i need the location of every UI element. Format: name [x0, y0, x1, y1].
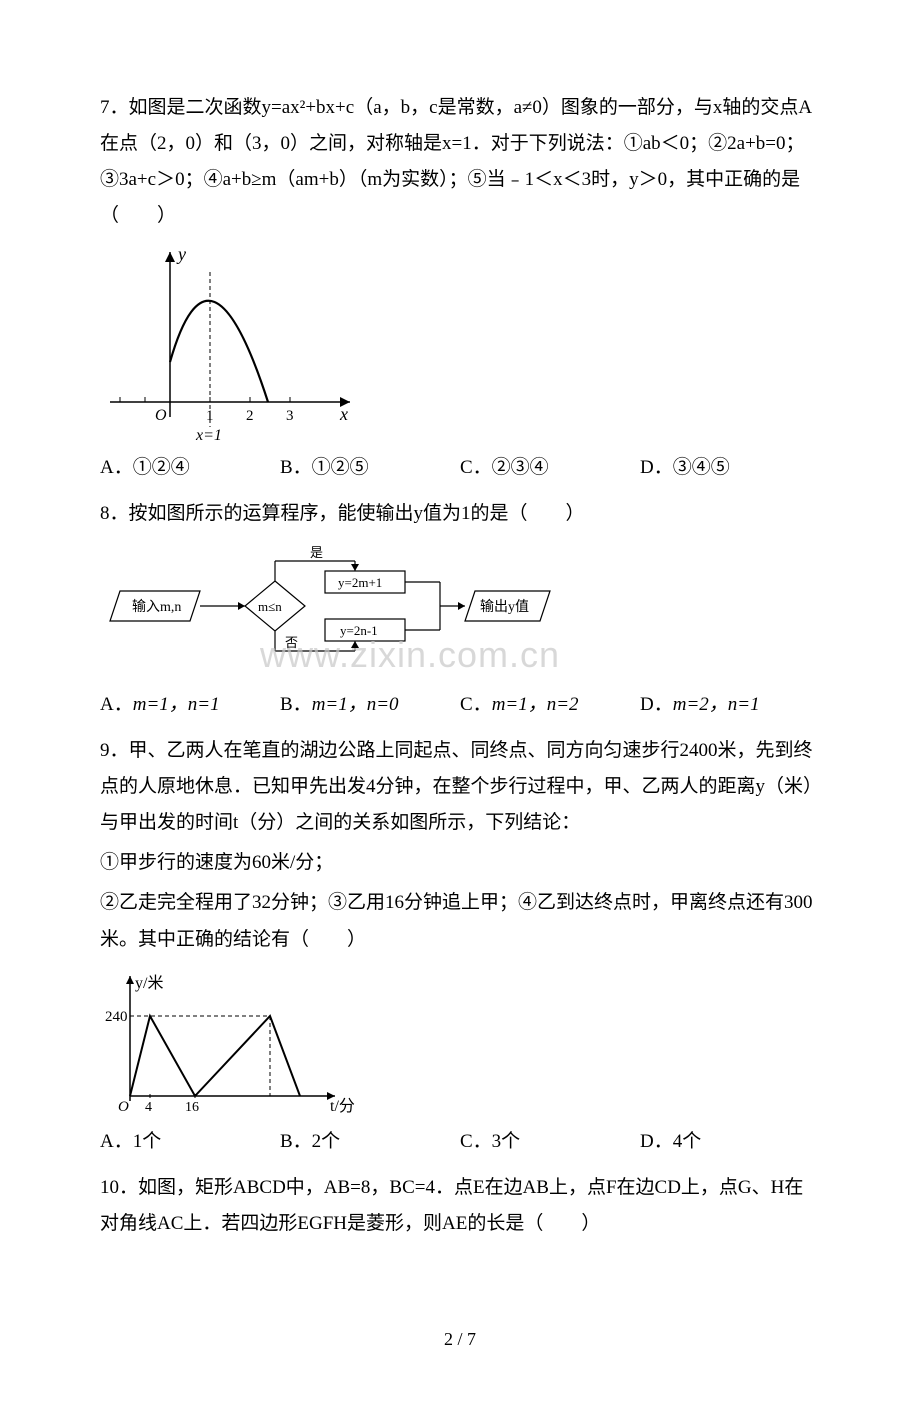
q9-x-label: t/分 [330, 1097, 355, 1115]
q8-text: 8．按如图所示的运算程序，能使输出y值为1的是（ ） [100, 496, 820, 532]
q9-ytick-240: 240 [105, 1009, 128, 1025]
q9-text2: ①甲步行的速度为60米/分； [100, 845, 820, 881]
q7-opt-c: C．②③④ [460, 450, 640, 486]
flow-yes-label: 是 [310, 545, 323, 560]
q9-opt-c: C．3个 [460, 1124, 640, 1160]
q7-figure: y x O 1 2 3 x=1 [100, 242, 820, 442]
q9-xtick-16: 16 [185, 1100, 199, 1115]
q7-opt-b: B．①②⑤ [280, 450, 460, 486]
q9-opt-a: A．1个 [100, 1124, 280, 1160]
q7-tick-2: 2 [246, 408, 254, 424]
q8-opt-b: B．m=1，n=0 [280, 687, 460, 723]
q8-figure: 输入m,n m≤n 是 y=2m+1 否 y=2n-1 输出y值 [100, 541, 820, 661]
q7-origin: O [155, 407, 167, 424]
q8-options: A．m=1，n=1 B．m=1，n=0 C．m=1，n=2 D．m=2，n=1 [100, 687, 820, 723]
q9-text1: 9．甲、乙两人在笔直的湖边公路上同起点、同终点、同方向匀速步行2400米，先到终… [100, 733, 820, 841]
flow-branch-top: y=2m+1 [338, 575, 382, 590]
q7-x1-label: x=1 [195, 427, 222, 442]
q7-opt-a: A．①②④ [100, 450, 280, 486]
q8-opt-a: A．m=1，n=1 [100, 687, 280, 723]
page-number: 2 / 7 [100, 1322, 820, 1356]
flow-output-label: 输出y值 [480, 599, 529, 615]
q7-y-label: y [176, 244, 186, 264]
flow-no-label: 否 [285, 635, 298, 650]
q9-options: A．1个 B．2个 C．3个 D．4个 [100, 1124, 820, 1160]
q7-opt-d: D．③④⑤ [640, 450, 820, 486]
flow-cond-label: m≤n [258, 599, 282, 614]
q9-opt-d: D．4个 [640, 1124, 820, 1160]
q10-text: 10．如图，矩形ABCD中，AB=8，BC=4．点E在边AB上，点F在边CD上，… [100, 1170, 820, 1242]
q9-opt-b: B．2个 [280, 1124, 460, 1160]
q9-text3: ②乙走完全程用了32分钟；③乙用16分钟追上甲；④乙到达终点时，甲离终点还有30… [100, 885, 820, 957]
q9-xtick-4: 4 [145, 1100, 152, 1115]
q9-y-label: y/米 [135, 974, 163, 992]
q7-tick-3: 3 [286, 408, 294, 424]
q9-origin: O [118, 1099, 129, 1115]
q7-options: A．①②④ B．①②⑤ C．②③④ D．③④⑤ [100, 450, 820, 486]
q8-opt-d: D．m=2，n=1 [640, 687, 820, 723]
q7-tick-1: 1 [206, 408, 214, 424]
flow-input-label: 输入m,n [132, 599, 181, 615]
q9-figure: y/米 t/分 240 O 4 16 [100, 966, 820, 1116]
flow-branch-bottom: y=2n-1 [340, 623, 378, 638]
q7-text: 7．如图是二次函数y=ax²+bx+c（a，b，c是常数，a≠0）图象的一部分，… [100, 90, 820, 234]
q8-opt-c: C．m=1，n=2 [460, 687, 640, 723]
q7-x-label: x [339, 404, 348, 424]
